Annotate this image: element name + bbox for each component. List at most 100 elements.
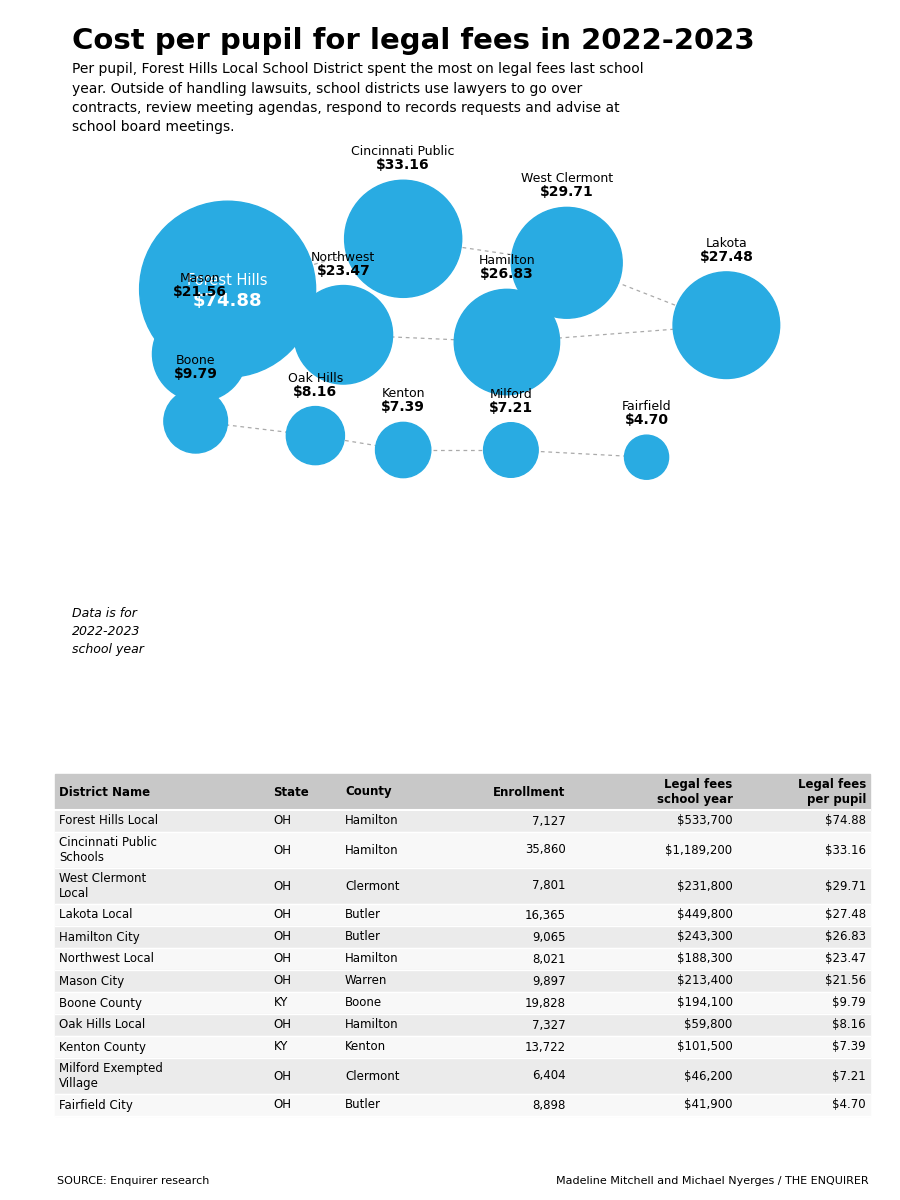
- Text: Clermont: Clermont: [345, 1069, 400, 1082]
- Text: Mason: Mason: [179, 271, 220, 284]
- Text: Data is for
2022-2023
school year: Data is for 2022-2023 school year: [72, 607, 144, 656]
- Text: Butler: Butler: [345, 930, 381, 943]
- Text: $7.21: $7.21: [489, 401, 533, 415]
- Text: Forest Hills: Forest Hills: [187, 272, 268, 288]
- Text: Butler: Butler: [345, 1098, 381, 1111]
- Text: Lakota: Lakota: [706, 236, 747, 250]
- Text: 8,021: 8,021: [532, 953, 566, 966]
- Text: County: County: [345, 786, 392, 798]
- Text: $194,100: $194,100: [677, 996, 733, 1009]
- Ellipse shape: [511, 208, 622, 318]
- Text: $7.39: $7.39: [382, 401, 425, 414]
- Text: 6,404: 6,404: [532, 1069, 566, 1082]
- Text: $41,900: $41,900: [684, 1098, 733, 1111]
- Text: $7.39: $7.39: [832, 1040, 866, 1054]
- Ellipse shape: [152, 307, 247, 401]
- Text: Madeline Mitchell and Michael Nyerges / THE ENQUIRER: Madeline Mitchell and Michael Nyerges / …: [556, 1176, 868, 1186]
- Bar: [55, 868, 870, 904]
- Text: Cost per pupil for legal fees in 2022-2023: Cost per pupil for legal fees in 2022-20…: [72, 26, 755, 55]
- Text: 35,860: 35,860: [525, 844, 566, 857]
- Text: Milford: Milford: [490, 388, 532, 401]
- Text: Fairfield City: Fairfield City: [59, 1098, 133, 1111]
- Text: Forest Hills Local: Forest Hills Local: [59, 815, 158, 828]
- Text: Boone: Boone: [345, 996, 382, 1009]
- Text: OH: OH: [274, 953, 292, 966]
- Text: $8.16: $8.16: [832, 1019, 866, 1032]
- Text: Milford Exempted
Village: Milford Exempted Village: [59, 1062, 163, 1090]
- Text: Fairfield: Fairfield: [622, 400, 671, 413]
- Ellipse shape: [454, 289, 560, 395]
- Bar: [55, 904, 870, 926]
- Text: $101,500: $101,500: [677, 1040, 733, 1054]
- Text: Per pupil, Forest Hills Local School District spent the most on legal fees last : Per pupil, Forest Hills Local School Dis…: [72, 62, 644, 134]
- Text: $9.79: $9.79: [832, 996, 866, 1009]
- Text: KY: KY: [274, 996, 288, 1009]
- Text: Legal fees
school year: Legal fees school year: [656, 778, 733, 806]
- Text: Oak Hills: Oak Hills: [288, 372, 343, 384]
- Bar: [55, 832, 870, 868]
- Ellipse shape: [294, 286, 392, 384]
- Text: $9.79: $9.79: [174, 367, 218, 382]
- Text: $243,300: $243,300: [677, 930, 733, 943]
- Bar: [55, 926, 870, 948]
- Bar: [55, 810, 870, 832]
- Text: West Clermont: West Clermont: [521, 173, 613, 185]
- Text: $46,200: $46,200: [684, 1069, 733, 1082]
- Text: Kenton County: Kenton County: [59, 1040, 146, 1054]
- Text: $7.21: $7.21: [832, 1069, 866, 1082]
- Text: 7,327: 7,327: [532, 1019, 566, 1032]
- Ellipse shape: [286, 407, 345, 464]
- Text: 19,828: 19,828: [525, 996, 566, 1009]
- Text: $1,189,200: $1,189,200: [665, 844, 733, 857]
- Text: $23.47: $23.47: [825, 953, 866, 966]
- Text: $27.48: $27.48: [699, 250, 753, 264]
- Text: Hamilton: Hamilton: [345, 844, 399, 857]
- Text: Hamilton: Hamilton: [345, 815, 399, 828]
- Text: OH: OH: [274, 908, 292, 922]
- Text: $213,400: $213,400: [677, 974, 733, 988]
- Text: Hamilton: Hamilton: [345, 1019, 399, 1032]
- Ellipse shape: [345, 180, 462, 298]
- Text: $4.70: $4.70: [625, 413, 669, 427]
- Text: 7,801: 7,801: [532, 880, 566, 893]
- Ellipse shape: [164, 389, 228, 454]
- Ellipse shape: [625, 436, 669, 479]
- Text: Mason City: Mason City: [59, 974, 124, 988]
- Text: Butler: Butler: [345, 908, 381, 922]
- Text: $27.48: $27.48: [825, 908, 866, 922]
- Bar: [55, 774, 870, 810]
- Text: State: State: [274, 786, 310, 798]
- Text: $29.71: $29.71: [540, 185, 594, 199]
- Text: OH: OH: [274, 880, 292, 893]
- Text: 9,897: 9,897: [532, 974, 566, 988]
- Text: SOURCE: Enquirer research: SOURCE: Enquirer research: [57, 1176, 209, 1186]
- Text: Warren: Warren: [345, 974, 387, 988]
- Text: $26.83: $26.83: [480, 268, 534, 281]
- Text: OH: OH: [274, 815, 292, 828]
- Text: $23.47: $23.47: [317, 264, 370, 277]
- Text: KY: KY: [274, 1040, 288, 1054]
- Text: $26.83: $26.83: [825, 930, 866, 943]
- Text: $231,800: $231,800: [677, 880, 733, 893]
- Bar: [55, 1014, 870, 1036]
- Text: OH: OH: [274, 974, 292, 988]
- Bar: [55, 948, 870, 970]
- Bar: [55, 970, 870, 992]
- Ellipse shape: [140, 202, 316, 377]
- Text: $29.71: $29.71: [824, 880, 866, 893]
- Text: $449,800: $449,800: [677, 908, 733, 922]
- Text: Hamilton: Hamilton: [479, 254, 536, 268]
- Text: $74.88: $74.88: [193, 292, 263, 310]
- Ellipse shape: [673, 272, 779, 378]
- Text: Kenton: Kenton: [345, 1040, 386, 1054]
- Text: $74.88: $74.88: [825, 815, 866, 828]
- Text: Northwest: Northwest: [311, 251, 375, 264]
- Text: Kenton: Kenton: [382, 388, 425, 401]
- Text: 9,065: 9,065: [532, 930, 566, 943]
- Text: OH: OH: [274, 930, 292, 943]
- Text: West Clermont
Local: West Clermont Local: [59, 872, 146, 900]
- Text: Boone County: Boone County: [59, 996, 142, 1009]
- Ellipse shape: [375, 422, 431, 478]
- Bar: [55, 1036, 870, 1058]
- Text: Boone: Boone: [176, 354, 215, 367]
